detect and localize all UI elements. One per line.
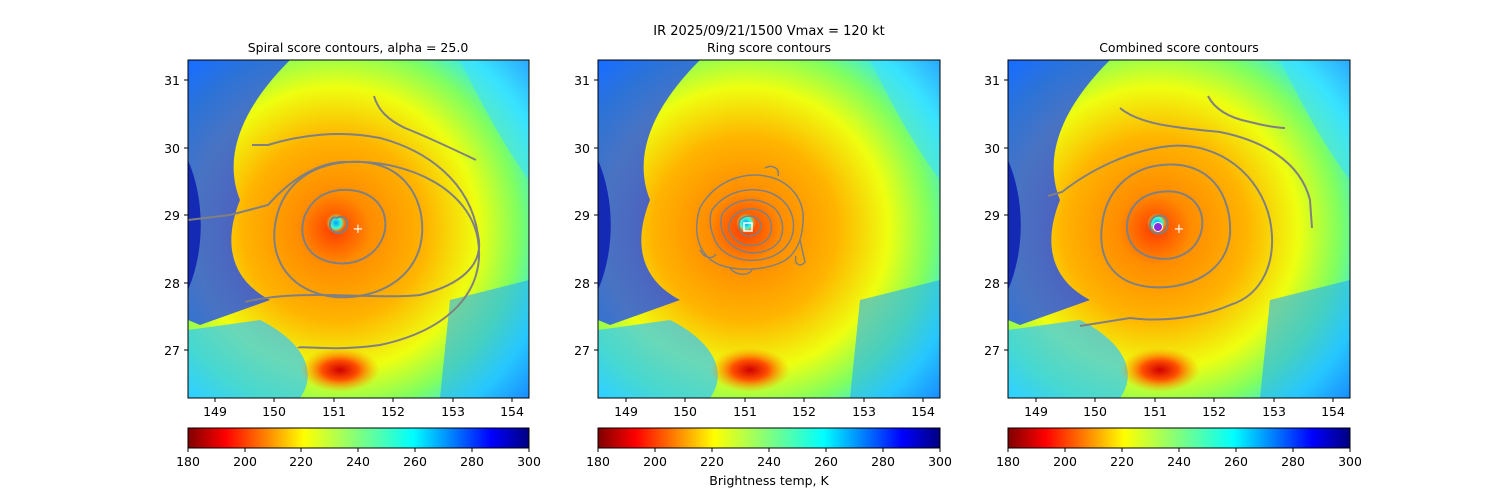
panel-title: Spiral score contours, alpha = 25.0 xyxy=(248,40,469,55)
x-tick-label: 153 xyxy=(1262,404,1286,419)
colorbar-tick-label: 240 xyxy=(1167,454,1191,469)
x-ticks: 149 150 151 152 153 154 xyxy=(614,398,935,419)
colorbar-tick-label: 280 xyxy=(871,454,895,469)
y-tick-label: 27 xyxy=(984,343,1000,358)
y-tick-label: 29 xyxy=(164,208,180,223)
x-tick-label: 150 xyxy=(262,404,286,419)
colorbar-tick-label: 240 xyxy=(346,454,370,469)
panel-ring: Ring score contours 149 150 xyxy=(574,40,952,488)
y-ticks: 27 28 29 30 31 xyxy=(574,73,598,358)
x-tick-label: 150 xyxy=(1083,404,1107,419)
colorbar-tick-label: 280 xyxy=(460,454,484,469)
y-tick-label: 28 xyxy=(164,276,180,291)
ring-contours xyxy=(695,165,806,275)
colorbar-tick-label: 300 xyxy=(1338,454,1362,469)
y-ticks: 27 28 29 30 31 xyxy=(164,73,188,358)
colorbar-tick-label: 280 xyxy=(1281,454,1305,469)
colorbar-tick-label: 200 xyxy=(643,454,667,469)
y-tick-label: 29 xyxy=(984,208,1000,223)
x-tick-label: 149 xyxy=(614,404,638,419)
colorbar-label: Brightness temp, K xyxy=(709,473,829,488)
x-tick-label: 152 xyxy=(792,404,816,419)
panel-combined: Combined score contours + 149 150 151 1 xyxy=(984,40,1362,469)
x-tick-label: 154 xyxy=(1321,404,1345,419)
colorbar-tick-label: 260 xyxy=(403,454,427,469)
y-tick-label: 28 xyxy=(984,276,1000,291)
panel-spiral: Spiral score contours, alpha = 25.0 + 14… xyxy=(164,40,541,469)
colorbar: 180 200 220 240 260 280 300 xyxy=(996,427,1362,469)
y-tick-label: 29 xyxy=(574,208,590,223)
ir-image xyxy=(598,60,940,398)
x-tick-label: 153 xyxy=(441,404,465,419)
panel-title: Combined score contours xyxy=(1099,40,1259,55)
figure-suptitle: IR 2025/09/21/1500 Vmax = 120 kt xyxy=(653,24,884,39)
x-tick-label: 154 xyxy=(911,404,935,419)
colorbar-tick-label: 180 xyxy=(996,454,1020,469)
y-tick-label: 28 xyxy=(574,276,590,291)
y-tick-label: 30 xyxy=(574,141,590,156)
colorbar: 180 200 220 240 260 280 300 Brightness t… xyxy=(586,427,952,488)
y-tick-label: 27 xyxy=(164,343,180,358)
colorbar-tick-label: 200 xyxy=(1053,454,1077,469)
x-tick-label: 154 xyxy=(500,404,524,419)
colorbar-tick-label: 300 xyxy=(517,454,541,469)
colorbar-tick-label: 220 xyxy=(700,454,724,469)
colorbar-tick-label: 180 xyxy=(176,454,200,469)
colorbar: 180 200 220 240 260 280 300 xyxy=(176,427,541,469)
ir-image xyxy=(1008,60,1350,398)
y-tick-label: 30 xyxy=(984,141,1000,156)
colorbar-tick-label: 240 xyxy=(757,454,781,469)
spiral-contours xyxy=(188,95,481,350)
x-tick-label: 149 xyxy=(203,404,227,419)
y-ticks: 27 28 29 30 31 xyxy=(984,73,1008,358)
combined-contours xyxy=(1047,95,1313,327)
best-center-marker xyxy=(1153,222,1163,232)
x-tick-label: 152 xyxy=(1202,404,1226,419)
y-tick-label: 30 xyxy=(164,141,180,156)
x-tick-label: 151 xyxy=(1143,404,1167,419)
colorbar-tick-label: 200 xyxy=(233,454,257,469)
colorbar-tick-label: 220 xyxy=(289,454,313,469)
x-tick-label: 151 xyxy=(322,404,346,419)
storm-center-marker: + xyxy=(353,222,364,237)
colorbar-tick-label: 260 xyxy=(814,454,838,469)
x-tick-label: 151 xyxy=(733,404,757,419)
colorbar-tick-label: 220 xyxy=(1110,454,1134,469)
colorbar-tick-label: 180 xyxy=(586,454,610,469)
ring-center-marker xyxy=(743,222,753,232)
x-ticks: 149 150 151 152 153 154 xyxy=(1024,398,1345,419)
x-tick-label: 149 xyxy=(1024,404,1048,419)
x-tick-label: 152 xyxy=(381,404,405,419)
colorbar-tick-label: 300 xyxy=(928,454,952,469)
colorbar-tick-label: 260 xyxy=(1224,454,1248,469)
ir-image xyxy=(188,60,529,398)
y-tick-label: 31 xyxy=(574,73,590,88)
y-tick-label: 27 xyxy=(574,343,590,358)
panel-title: Ring score contours xyxy=(707,40,831,55)
x-ticks: 149 150 151 152 153 154 xyxy=(203,398,524,419)
x-tick-label: 150 xyxy=(673,404,697,419)
y-tick-label: 31 xyxy=(164,73,180,88)
storm-center-marker: + xyxy=(1174,222,1185,237)
y-tick-label: 31 xyxy=(984,73,1000,88)
x-tick-label: 153 xyxy=(852,404,876,419)
